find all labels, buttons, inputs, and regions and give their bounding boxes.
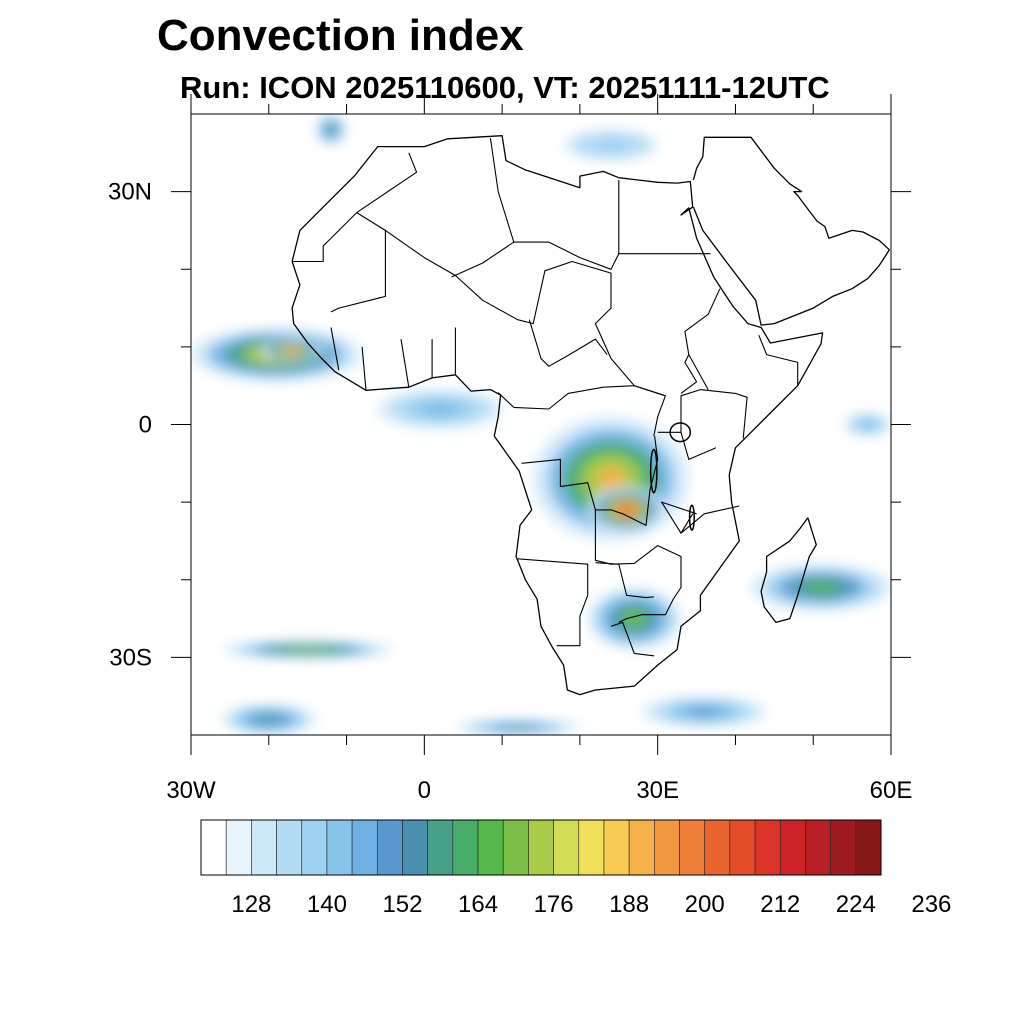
colorbar-frame xyxy=(200,819,882,876)
country-border xyxy=(758,334,799,386)
field-region-southern-africa xyxy=(587,587,681,650)
country-border xyxy=(521,436,659,526)
colorbar-box xyxy=(225,819,252,876)
country-border xyxy=(528,319,608,367)
country-border xyxy=(688,354,709,390)
x-tick-label: 30W xyxy=(166,777,216,804)
colorbar-box xyxy=(578,819,605,876)
colorbar-box xyxy=(855,819,882,876)
chart-title: Convection index xyxy=(157,11,524,60)
axis-ticks: 30W 0 30E 60E 30N 0 30S xyxy=(108,94,912,804)
colorbar-box xyxy=(729,819,756,876)
country-border xyxy=(451,191,515,278)
colorbar-box xyxy=(603,819,630,876)
colorbar-label: 152 xyxy=(382,891,422,918)
country-border xyxy=(680,288,721,394)
country-border xyxy=(513,241,711,270)
country-border xyxy=(595,562,654,599)
y-tick-label: 30N xyxy=(108,179,152,206)
country-border xyxy=(517,558,589,647)
field-region-north-africa-coast xyxy=(564,129,658,161)
country-border xyxy=(400,339,410,388)
colorbar-label: 212 xyxy=(760,891,800,918)
country-border xyxy=(292,212,358,263)
colorbar-box xyxy=(754,819,781,876)
colorbar-box xyxy=(200,819,227,876)
country-borders xyxy=(292,138,799,657)
colorbar-label: 164 xyxy=(458,891,498,918)
field-region-madagascar-channel xyxy=(751,564,891,611)
country-border xyxy=(330,327,340,371)
x-tick-label: 30E xyxy=(636,777,679,804)
colorbar-box xyxy=(351,819,378,876)
country-border xyxy=(680,389,748,439)
country-border xyxy=(610,621,655,657)
country-border xyxy=(680,505,740,534)
africa-coastline xyxy=(291,135,824,696)
colorbar-box xyxy=(427,819,454,876)
colorbar-box xyxy=(528,819,554,876)
colorbar-label: 140 xyxy=(307,891,347,918)
field-region-central-africa-hot xyxy=(587,486,666,534)
colorbar-box xyxy=(679,819,706,876)
colorbar-box xyxy=(628,819,655,876)
colorbar-box xyxy=(376,819,403,876)
colorbar-box xyxy=(805,819,831,876)
colorbar-box xyxy=(477,819,504,876)
arabia-coastline xyxy=(692,136,891,326)
field-region-indian-ocean-band xyxy=(844,412,891,437)
country-border xyxy=(594,509,682,623)
colorbar-box xyxy=(704,819,731,876)
colorbar-label: 236 xyxy=(911,891,951,918)
colorbar-label: 188 xyxy=(609,891,649,918)
country-border xyxy=(356,152,418,214)
colorbar-box xyxy=(654,819,680,876)
field-region-southern-ocean-e xyxy=(642,696,767,728)
field-region-southern-ocean-sw xyxy=(222,703,316,735)
colorbar-box xyxy=(779,819,806,876)
colorbar-box xyxy=(251,819,277,876)
lake-outline xyxy=(649,448,658,494)
field-region-gulf-of-guinea xyxy=(377,389,503,429)
colorbar-box xyxy=(326,819,353,876)
country-border xyxy=(361,346,367,391)
colorbar-box xyxy=(276,819,303,876)
colorbar-box xyxy=(502,819,529,876)
country-border xyxy=(497,385,666,437)
colorbar-box xyxy=(830,819,857,876)
field-region-mediterranean-w xyxy=(315,114,347,146)
colorbar-box xyxy=(301,819,328,876)
colorbar-box xyxy=(553,819,580,876)
x-tick-label: 60E xyxy=(870,777,913,804)
convection-field xyxy=(191,114,891,735)
country-border xyxy=(489,138,499,192)
chart-subtitle: Run: ICON 2025110600, VT: 20251111-12UTC xyxy=(180,70,830,105)
colorbar-label: 200 xyxy=(685,891,725,918)
country-border xyxy=(657,431,717,460)
y-tick-label: 0 xyxy=(139,412,152,439)
colorbar-box xyxy=(402,819,428,876)
colorbar-label: 128 xyxy=(231,891,271,918)
x-tick-label: 0 xyxy=(418,777,431,804)
colorbar-label: 176 xyxy=(534,891,574,918)
country-border xyxy=(330,212,386,313)
field-region-southern-ocean-mid xyxy=(455,719,580,735)
y-tick-label: 30S xyxy=(109,644,152,671)
colorbar-box xyxy=(452,819,479,876)
country-border xyxy=(385,229,666,397)
field-region-south-atlantic-streak xyxy=(222,640,394,659)
country-border xyxy=(661,501,697,534)
colorbar-label: 224 xyxy=(836,891,876,918)
madagascar-coastline xyxy=(760,517,817,624)
lake-outline xyxy=(688,504,695,531)
colorbar: 128 140 152 164 176 188 200 212 224 236 xyxy=(200,819,951,918)
field-region-west-africa-hot xyxy=(261,339,324,363)
